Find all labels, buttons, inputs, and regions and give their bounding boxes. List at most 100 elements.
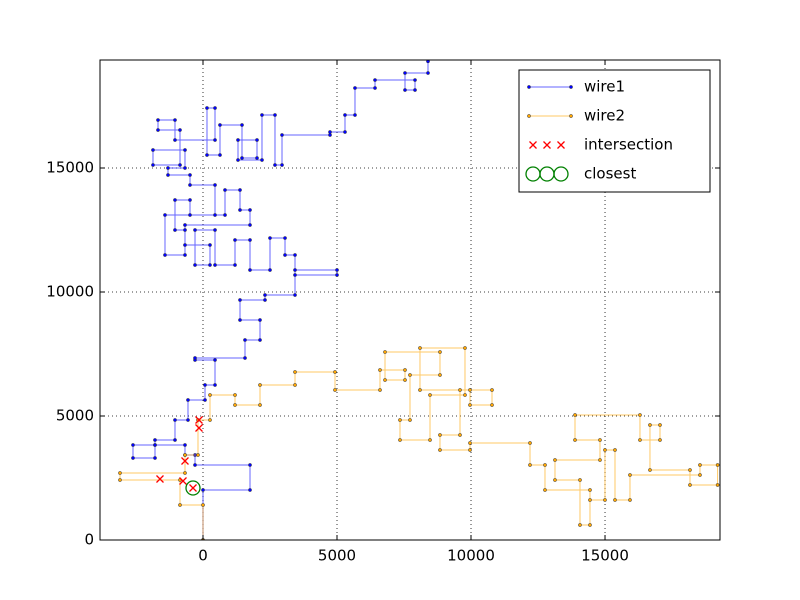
vertex-marker — [353, 86, 357, 90]
vertex-marker — [398, 438, 402, 442]
vertex-marker — [280, 133, 284, 137]
vertex-marker — [248, 488, 252, 492]
vertex-marker — [293, 253, 297, 257]
vertex-marker — [543, 488, 547, 492]
y-tick-label: 15000 — [46, 159, 94, 177]
vertex-marker — [183, 228, 187, 232]
vertex-marker — [173, 438, 177, 442]
vertex-marker — [403, 88, 407, 92]
vertex-marker — [173, 228, 177, 232]
vertex-marker — [333, 370, 337, 374]
vertex-marker — [178, 163, 182, 167]
vertex-marker — [408, 418, 412, 422]
vertex-marker — [151, 148, 155, 152]
vertex-marker — [283, 236, 287, 240]
vertex-marker — [598, 438, 602, 442]
vertex-marker — [183, 453, 187, 457]
vertex-marker — [183, 471, 187, 475]
legend-swatch — [527, 114, 531, 118]
vertex-marker — [255, 156, 259, 160]
vertex-marker — [628, 498, 632, 502]
vertex-marker — [578, 478, 582, 482]
legend-box — [518, 69, 711, 193]
vertex-marker — [173, 118, 177, 122]
vertex-marker — [418, 388, 422, 392]
vertex-marker — [196, 453, 200, 457]
vertex-marker — [403, 71, 407, 75]
plot-area — [118, 60, 720, 540]
vertex-marker — [223, 213, 227, 217]
x-tick-label: 10000 — [447, 547, 495, 565]
vertex-marker — [243, 338, 247, 342]
vertex-marker — [588, 523, 592, 527]
vertex-marker — [173, 198, 177, 202]
vertex-marker — [153, 443, 157, 447]
vertex-marker — [183, 443, 187, 447]
x-tick-label: 0 — [198, 547, 208, 565]
vertex-marker — [335, 273, 339, 277]
vertex-marker — [188, 173, 192, 177]
intersection-marker — [156, 475, 164, 483]
vertex-marker — [208, 393, 212, 397]
vertex-marker — [413, 78, 417, 82]
vertex-marker — [413, 88, 417, 92]
vertex-marker — [438, 350, 442, 354]
vertex-marker — [233, 393, 237, 397]
vertex-marker — [193, 228, 197, 232]
vertex-marker — [183, 223, 187, 227]
vertex-marker — [333, 388, 337, 392]
vertex-marker — [258, 338, 262, 342]
vertex-marker — [243, 356, 247, 360]
vertex-marker — [383, 350, 387, 354]
vertex-marker — [293, 273, 297, 277]
legend-label: wire2 — [584, 107, 625, 125]
vertex-marker — [268, 236, 272, 240]
vertex-marker — [528, 463, 532, 467]
vertex-marker — [178, 503, 182, 507]
vertex-marker — [163, 253, 167, 257]
vertex-marker — [248, 208, 252, 212]
legend-swatch — [569, 114, 573, 118]
vertex-marker — [373, 86, 377, 90]
vertex-marker — [240, 156, 244, 160]
vertex-marker — [658, 438, 662, 442]
vertex-marker — [183, 253, 187, 257]
vertex-marker — [403, 378, 407, 382]
vertex-marker — [188, 183, 192, 187]
vertex-marker — [208, 418, 212, 422]
legend-swatch — [557, 141, 565, 149]
vertex-marker — [238, 188, 242, 192]
vertex-marker — [156, 118, 160, 122]
vertex-marker — [293, 293, 297, 297]
vertex-marker — [118, 478, 122, 482]
vertex-marker — [283, 253, 287, 257]
vertex-marker — [715, 463, 720, 467]
vertex-marker — [205, 106, 209, 110]
vertex-marker — [588, 488, 592, 492]
vertex-marker — [343, 130, 347, 134]
intersection-marker — [195, 424, 203, 432]
vertex-marker — [468, 441, 472, 445]
vertex-marker — [218, 123, 222, 127]
legend-swatch — [543, 141, 551, 149]
vertex-marker — [588, 498, 592, 502]
vertex-marker — [183, 243, 187, 247]
vertex-marker — [698, 463, 702, 467]
vertex-marker — [188, 198, 192, 202]
vertex-marker — [233, 263, 237, 267]
vertex-marker — [213, 106, 217, 110]
vertex-marker — [378, 368, 382, 372]
vertex-marker — [223, 188, 227, 192]
legend-swatch — [553, 166, 569, 182]
vertex-marker — [553, 458, 557, 462]
vertex-marker — [238, 208, 242, 212]
vertex-marker — [715, 483, 720, 487]
vertex-marker — [438, 433, 442, 437]
vertex-marker — [163, 213, 167, 217]
vertex-marker — [131, 456, 135, 460]
y-tick-label: 10000 — [46, 283, 94, 301]
vertex-marker — [213, 183, 217, 187]
vertex-marker — [153, 438, 157, 442]
vertex-marker — [233, 238, 237, 242]
vertex-marker — [268, 268, 272, 272]
